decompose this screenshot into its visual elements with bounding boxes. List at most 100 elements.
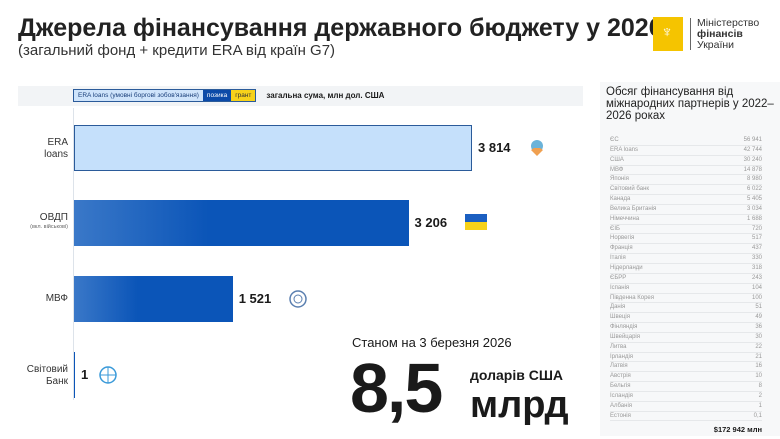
chart-axis bbox=[73, 108, 74, 400]
page-subtitle: (загальний фонд + кредити ERA від країн … bbox=[18, 42, 336, 59]
partner-amount: 1 688 bbox=[746, 215, 762, 222]
partner-amount: 6 022 bbox=[746, 186, 762, 193]
partner-amount: 49 bbox=[755, 314, 762, 321]
unit-currency: доларів США bbox=[470, 367, 563, 383]
partner-name: Франція bbox=[610, 245, 633, 252]
table-row: Південна Корея 100 bbox=[610, 294, 762, 304]
partner-amount: 21 bbox=[755, 353, 762, 360]
partner-name: Німеччина bbox=[610, 215, 640, 222]
table-row: Японія 8 980 bbox=[610, 175, 762, 186]
table-row: Фінляндія 36 bbox=[610, 323, 762, 333]
partner-amount: 14 878 bbox=[743, 166, 762, 173]
partner-amount: 3 034 bbox=[746, 205, 762, 212]
partner-name: Південна Корея bbox=[610, 294, 654, 301]
table-row: Швеція 49 bbox=[610, 313, 762, 324]
bar-1 bbox=[74, 200, 409, 246]
total-value: 8,5 bbox=[350, 349, 443, 427]
partner-amount: 437 bbox=[751, 245, 762, 252]
partners-table: ЄС 56 941 ERA loans 42 744 США 30 240 МВФ 14 87… bbox=[610, 136, 762, 422]
partner-name: Світовий банк bbox=[610, 186, 650, 193]
partner-amount: 30 bbox=[755, 333, 762, 340]
partner-name: Італія bbox=[610, 255, 626, 262]
bar-0 bbox=[74, 125, 472, 171]
value-label: 3 206 bbox=[414, 215, 448, 230]
partner-name: Швейцарія bbox=[610, 333, 640, 340]
imf-logo-icon bbox=[288, 290, 307, 308]
table-row: Велика Британія 3 034 bbox=[610, 205, 762, 215]
partner-amount: 0,1 bbox=[753, 412, 762, 419]
partner-amount: 243 bbox=[751, 274, 762, 281]
logo-divider bbox=[690, 18, 691, 50]
partners-total: $172 942 млн bbox=[713, 425, 762, 434]
ministry-logo: Міністерство фінансів України bbox=[697, 18, 759, 51]
partner-name: Іспанія bbox=[610, 284, 630, 291]
partner-amount: 100 bbox=[751, 294, 762, 301]
table-row: Швейцарія 30 bbox=[610, 333, 762, 343]
partner-name: Фінляндія bbox=[610, 324, 638, 331]
table-row: Данія 51 bbox=[610, 303, 762, 314]
partner-amount: 51 bbox=[755, 304, 762, 311]
table-row: ERA loans 42 744 bbox=[610, 146, 762, 156]
partner-name: Канада bbox=[610, 196, 631, 203]
partner-name: Ірландія bbox=[610, 353, 634, 360]
logo-line2: фінансів bbox=[697, 28, 743, 40]
page-title: Джерела фінансування державного бюджету … bbox=[18, 14, 663, 42]
table-row: ЄС 56 941 bbox=[610, 136, 762, 146]
partner-amount: 8 bbox=[758, 383, 762, 390]
value-label: 3 814 bbox=[478, 140, 511, 155]
partner-name: Норвегія bbox=[610, 235, 635, 242]
partner-name: Австрія bbox=[610, 373, 631, 380]
partner-name: Ісландія bbox=[610, 392, 633, 399]
bar-2 bbox=[74, 276, 233, 322]
table-row: Естонія 0,1 bbox=[610, 412, 762, 422]
partner-name: Бельгія bbox=[610, 383, 631, 390]
partner-name: МВФ bbox=[610, 166, 624, 173]
partner-amount: 8 980 bbox=[746, 176, 762, 183]
trident-logo-icon: ♆ bbox=[653, 17, 683, 51]
partner-name: ЄБРР bbox=[610, 274, 627, 281]
legend-row: ERA loans (умовні боргові зобов'язання) … bbox=[73, 89, 384, 102]
partner-amount: 30 240 bbox=[743, 156, 762, 163]
bar-3 bbox=[74, 352, 75, 398]
partner-amount: 22 bbox=[755, 343, 762, 350]
partner-amount: 36 bbox=[755, 324, 762, 331]
category-label: Світовий Банк bbox=[26, 364, 68, 387]
partner-amount: 16 bbox=[755, 363, 762, 370]
partner-amount: 10 bbox=[755, 373, 762, 380]
legend-note: загальна сума, млн дол. США bbox=[266, 91, 385, 100]
partner-amount: 318 bbox=[751, 264, 762, 271]
table-row: Ісландія 2 bbox=[610, 392, 762, 402]
partner-amount: 5 405 bbox=[746, 196, 762, 203]
table-row: ЄБРР 243 bbox=[610, 274, 762, 284]
partner-amount: 2 bbox=[758, 392, 762, 399]
partner-amount: 330 bbox=[751, 255, 762, 262]
category-label: ОВДП (вкл. військові) bbox=[30, 212, 68, 230]
table-row: Франція 437 bbox=[610, 244, 762, 255]
partner-name: Латвія bbox=[610, 363, 628, 370]
partner-name: Нідерланди bbox=[610, 264, 643, 271]
value-label: 1 521 bbox=[238, 291, 272, 306]
partner-name: Естонія bbox=[610, 412, 631, 419]
table-row: Ірландія 21 bbox=[610, 353, 762, 363]
partner-amount: 56 941 bbox=[743, 137, 762, 143]
partners-title: Обсяг фінансування від міжнародних партн… bbox=[606, 86, 774, 122]
partner-name: Японія bbox=[610, 176, 629, 183]
table-row: Бельгія 8 bbox=[610, 382, 762, 392]
table-row: Албанія 1 bbox=[610, 402, 762, 412]
table-row: Іспанія 104 bbox=[610, 284, 762, 294]
partner-amount: 104 bbox=[751, 284, 762, 291]
table-row: Латвія 16 bbox=[610, 362, 762, 373]
partner-name: Албанія bbox=[610, 402, 633, 409]
table-row: ЄІБ 720 bbox=[610, 225, 762, 235]
world-bank-logo-icon bbox=[99, 366, 117, 384]
partner-amount: 1 bbox=[758, 402, 762, 409]
partner-name: ЄІБ bbox=[610, 225, 620, 232]
table-row: Норвегія 517 bbox=[610, 234, 762, 245]
logo-line3: України bbox=[697, 39, 735, 51]
partner-amount: 42 744 bbox=[743, 146, 762, 153]
category-label: ERA loans bbox=[44, 137, 68, 160]
table-row: Німеччина 1 688 bbox=[610, 215, 762, 225]
partner-amount: 720 bbox=[751, 225, 762, 232]
partner-name: Литва bbox=[610, 343, 627, 350]
handshake-globe-icon bbox=[528, 139, 546, 157]
